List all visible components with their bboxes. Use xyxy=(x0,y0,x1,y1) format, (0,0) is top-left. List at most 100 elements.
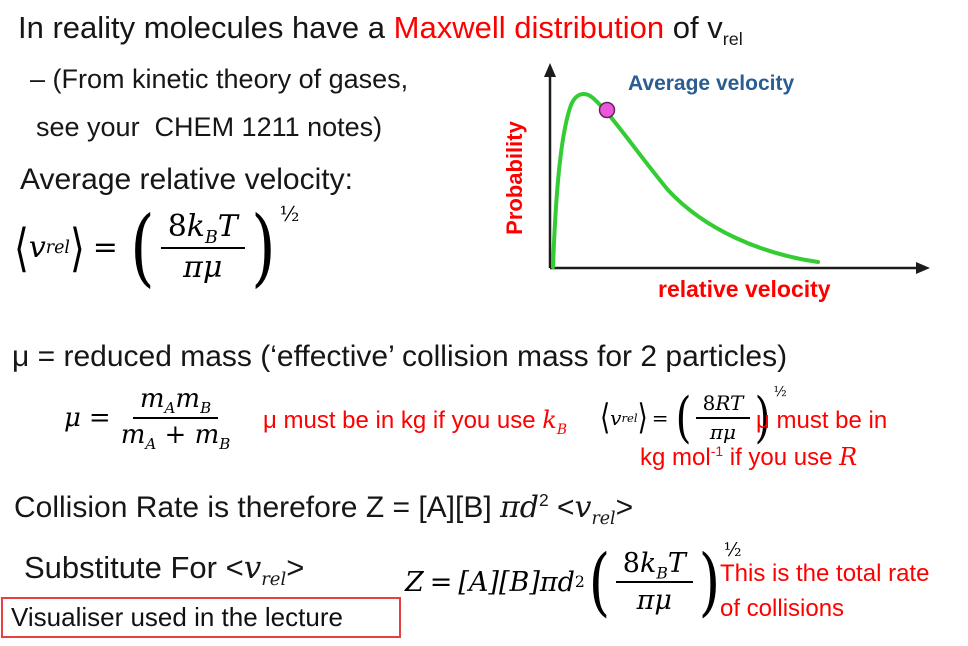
eq-pi-d: πd xyxy=(539,566,575,598)
den-mA-sub: A xyxy=(145,435,157,454)
angle-open: ⟨ xyxy=(600,397,611,439)
paren-open: ( xyxy=(675,386,691,450)
collision-gt: > xyxy=(615,491,634,524)
fraction-denominator: πμ xyxy=(183,249,223,285)
collision-v-sub: rel xyxy=(591,509,616,529)
equals-sign: = xyxy=(88,402,111,433)
fraction: 8RT πμ xyxy=(695,391,751,444)
den-mB-sub: B xyxy=(219,435,231,454)
fraction-denominator: πμ xyxy=(636,585,672,617)
avg-rel-velocity-label: Average relative velocity: xyxy=(20,163,353,196)
collision-rate-line: Collision Rate is therefore Z = [A][B] π… xyxy=(14,490,634,528)
equals-sign: = xyxy=(92,230,118,265)
note-r-exponent: -1 xyxy=(710,443,724,459)
den-plus: + xyxy=(156,419,195,450)
num-k-sub: B xyxy=(204,228,218,248)
collision-squared: 2 xyxy=(538,490,549,510)
num-8: 8 xyxy=(167,209,187,244)
substitute-v-sub: rel xyxy=(261,569,287,591)
fraction-numerator: 8kBT xyxy=(615,548,693,584)
substitute-text: Substitute For < xyxy=(24,550,244,585)
angle-close: ⟩ xyxy=(69,217,85,278)
equation-reduced-mass: μ = mAmB mA + mB xyxy=(64,384,232,454)
angle-close: ⟩ xyxy=(637,397,648,439)
num-k: k xyxy=(639,548,657,579)
bullet-line-2: see your CHEM 1211 notes) xyxy=(36,112,383,142)
paren-close: ) xyxy=(698,538,721,625)
chart-annotation: Average velocity xyxy=(628,72,794,95)
paren-open: ( xyxy=(588,538,611,625)
den-mA: m xyxy=(120,419,146,450)
title-subscript: rel xyxy=(722,29,743,50)
substitute-v: v xyxy=(243,550,262,586)
collision-pi-d: πd xyxy=(500,490,539,525)
num-T: T xyxy=(217,209,238,244)
note-r-units: kg mol xyxy=(640,444,711,471)
note-r-line2: kg mol-1 if you use R xyxy=(640,443,857,472)
num-mA-sub: A xyxy=(164,399,176,418)
num-mB-sub: B xyxy=(200,399,212,418)
num-8: 8 xyxy=(702,391,716,415)
maxwell-distribution-chart: Average velocity Probability relative ve… xyxy=(502,63,930,302)
exponent-half: ½ xyxy=(723,540,742,561)
exponent-half: ½ xyxy=(773,384,787,400)
title-text-post: of v xyxy=(664,10,723,45)
fraction-numerator: 8kBT xyxy=(160,209,245,249)
eq-Z: Z xyxy=(405,566,424,598)
total-rate-note-line2: of collisions xyxy=(720,595,845,622)
paren-open: ( xyxy=(130,197,155,296)
total-rate-note: This is the total rate of collisions xyxy=(720,556,960,626)
note-kb-symbol: k xyxy=(542,406,557,434)
fraction-numerator: 8RT xyxy=(695,391,751,419)
num-mA: m xyxy=(139,384,165,414)
maxwell-curve xyxy=(551,91,820,269)
paren-close: ) xyxy=(755,386,771,450)
x-axis-arrow-icon xyxy=(916,262,930,274)
equation-avg-rel-velocity: ⟨ v rel ⟩ = ( 8kBT πμ ) ½ xyxy=(14,197,300,296)
x-axis-label: relative velocity xyxy=(658,276,831,302)
reduced-mass-heading: μ = reduced mass (‘effective’ collision … xyxy=(12,340,788,373)
fraction: 8kBT πμ xyxy=(160,209,245,285)
angle-open: ⟨ xyxy=(14,217,29,278)
fraction: 8kBT πμ xyxy=(615,548,693,617)
average-velocity-marker xyxy=(598,101,616,119)
num-8: 8 xyxy=(622,548,640,579)
num-mB: m xyxy=(175,384,201,414)
bullet-line-1: – (From kinetic theory of gases, xyxy=(30,64,409,94)
eq-v: v xyxy=(28,230,46,265)
note-r-symbol: R xyxy=(839,443,858,471)
collision-lt: < xyxy=(548,491,575,524)
eq-v: v xyxy=(610,406,622,430)
note-kg-kb: μ must be in kg if you use kB xyxy=(263,406,568,438)
num-T: T xyxy=(667,548,686,579)
substitute-line: Substitute For <vrel> xyxy=(24,550,305,589)
page-title: In reality molecules have a Maxwell dist… xyxy=(18,10,743,50)
collision-text: Collision Rate is therefore Z = [A][B] xyxy=(14,491,501,524)
title-highlight: Maxwell distribution xyxy=(393,10,665,45)
num-k: k xyxy=(186,209,205,244)
den-mB: m xyxy=(194,419,220,450)
equals-sign: = xyxy=(651,406,669,430)
fraction-denominator: πμ xyxy=(709,420,737,444)
eq-AB: [A][B] xyxy=(458,566,540,598)
num-k-sub: B xyxy=(656,563,668,583)
fraction: mAmB mA + mB xyxy=(120,384,231,454)
total-rate-note-line1: This is the total rate xyxy=(720,560,930,587)
title-text-pre: In reality molecules have a xyxy=(18,10,394,45)
substitute-gt: > xyxy=(286,550,305,585)
collision-v: v xyxy=(574,490,592,525)
fraction-denominator: mA + mB xyxy=(120,419,231,454)
y-axis-label: Probability xyxy=(502,120,527,234)
visualiser-note-text: Visualiser used in the lecture xyxy=(11,602,343,632)
exponent-half: ½ xyxy=(279,202,300,226)
eq-mu: μ xyxy=(64,402,81,433)
paren-close: ) xyxy=(250,197,276,296)
y-axis-arrow-icon xyxy=(544,63,556,77)
equation-avg-rel-velocity-R: ⟨ v rel ⟩ = ( 8RT πμ ) ½ xyxy=(600,384,787,450)
note-r-line1: μ must be in xyxy=(756,407,888,434)
note-kb-sub: B xyxy=(556,421,568,438)
num-RT: RT xyxy=(715,391,744,415)
note-kg-kb-text: μ must be in kg if you use xyxy=(263,407,543,434)
equation-collision-rate-z: Z = [A][B] πd 2 ( 8kBT πμ ) ½ xyxy=(405,538,742,625)
